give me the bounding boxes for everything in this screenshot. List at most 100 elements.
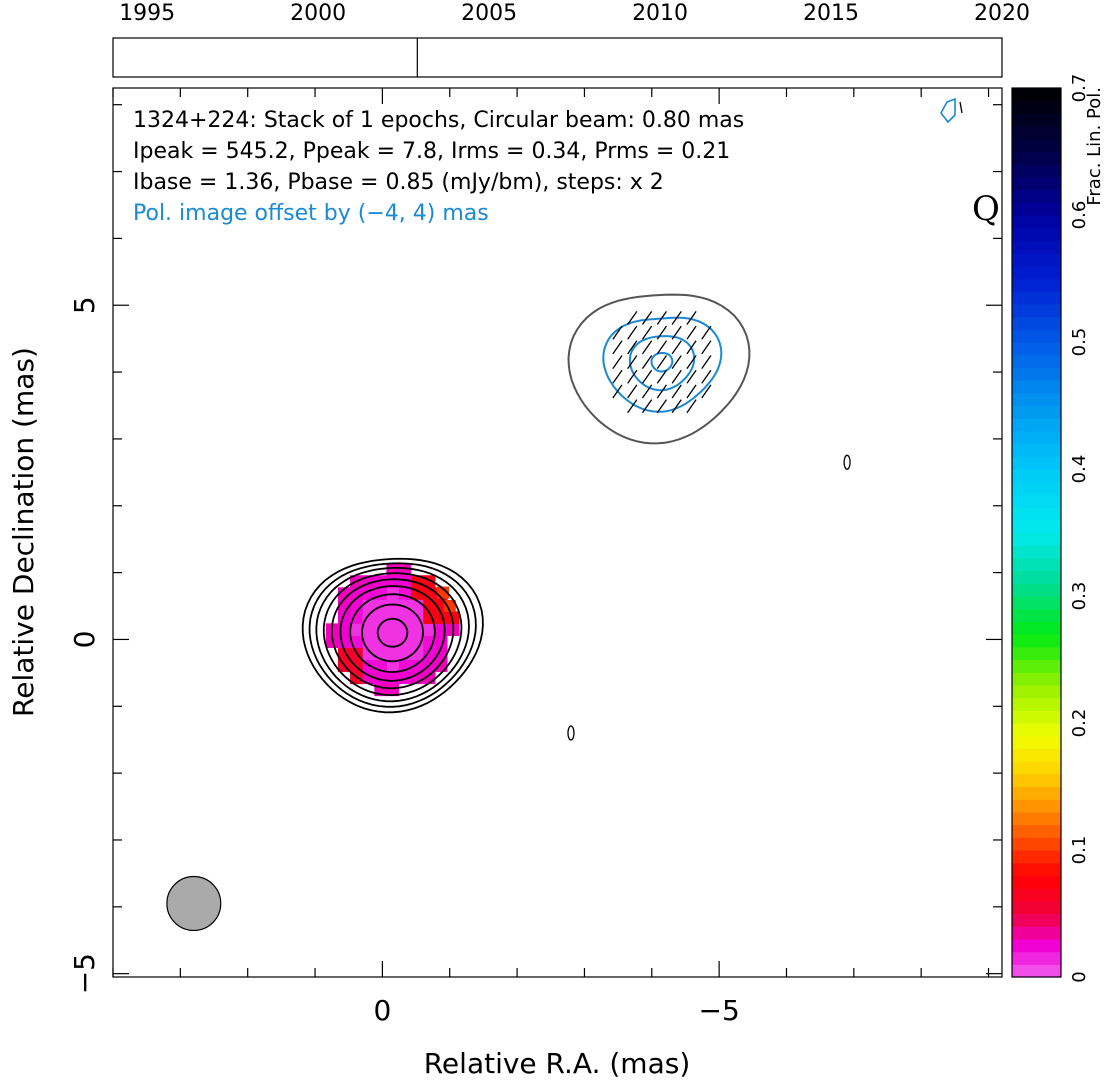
colorbar-step	[1012, 608, 1061, 622]
colorbar-step	[1012, 964, 1061, 978]
evpa-vector	[686, 384, 697, 399]
pol-tick-mark-icon	[959, 101, 963, 114]
colorbar-step	[1012, 481, 1061, 495]
colorbar-tick-label: 0.6	[1069, 201, 1090, 230]
evpa-vector	[612, 355, 623, 369]
colorbar-step	[1012, 837, 1061, 851]
colorbar-step	[1012, 951, 1061, 965]
stokes-i-contour	[301, 557, 484, 714]
stokes-i-contour	[361, 603, 424, 663]
pol-fraction-pixel	[386, 623, 400, 636]
evpa-vector	[656, 311, 668, 325]
colorbar-step	[1012, 316, 1061, 330]
colorbar-step	[1012, 291, 1061, 305]
evpa-vector	[612, 340, 623, 355]
colorbar-step	[1012, 138, 1061, 153]
colorbar: 0 0.1 0.2 0.3 0.4 0.5 0.6 0.7	[1011, 74, 1090, 983]
colorbar-tick-label: 0	[1069, 971, 1090, 982]
colorbar-label: Frac. Lin. Pol.	[1084, 87, 1105, 206]
evpa-vector	[671, 311, 682, 325]
colorbar-step	[1012, 888, 1061, 902]
evpa-vector	[627, 369, 638, 384]
stokes-i-contour	[308, 562, 477, 708]
colorbar-step	[1012, 126, 1061, 140]
epoch-axis: 1995 2000 2005 2010 2015 2020	[112, 1, 1030, 78]
colorbar-step	[1012, 875, 1061, 889]
colorbar-step	[1012, 900, 1061, 915]
colorbar-step	[1012, 811, 1061, 826]
colorbar-step	[1012, 380, 1061, 394]
colorbar-step	[1012, 278, 1061, 292]
polarization-fraction-map	[325, 563, 460, 697]
noise-contour	[567, 725, 575, 741]
colorbar-step	[1012, 88, 1061, 102]
evpa-vector	[627, 355, 638, 369]
y-tick-label: 0	[68, 631, 101, 649]
y-axis-label: Relative Declination (mas)	[7, 347, 40, 717]
evpa-vector	[612, 384, 623, 399]
colorbar-tick-label: 0.5	[1069, 328, 1090, 357]
evpa-vector	[641, 340, 653, 355]
pol-fraction-pixel	[434, 623, 448, 636]
colorbar-step	[1012, 253, 1061, 267]
colorbar-step	[1012, 151, 1061, 165]
colorbar-tick-label: 0.2	[1069, 709, 1090, 738]
stokes-i-contour	[349, 593, 436, 673]
pol-fraction-pixel	[398, 671, 412, 685]
pol-contour	[650, 352, 674, 373]
colorbar-step	[1012, 443, 1061, 457]
pol-fraction-pixel	[386, 599, 400, 612]
evpa-vector	[612, 369, 623, 384]
title-line-3: Ibase = 1.36, Pbase = 0.85 (mJy/bm), ste…	[133, 170, 664, 195]
x-tick-label: −5	[698, 994, 739, 1027]
epoch-tick-label: 2020	[974, 1, 1030, 26]
colorbar-frame	[1011, 87, 1062, 978]
main-plot: 0 −5 5 0 −5	[68, 87, 1003, 1027]
pol-fraction-pixel	[386, 659, 400, 673]
evpa-vector	[686, 355, 697, 369]
pol-fraction-pixel	[443, 599, 456, 613]
evpa-vector	[656, 340, 668, 355]
y-tick-label: −5	[68, 953, 101, 994]
stokes-i-contour	[339, 585, 446, 682]
colorbar-step	[1012, 342, 1061, 356]
colorbar-step	[1012, 799, 1061, 813]
pol-contour	[602, 316, 723, 413]
epoch-strip-frame	[112, 37, 1003, 78]
stokes-i-outer-contour	[567, 293, 751, 445]
colorbar-step	[1012, 240, 1061, 254]
evpa-vector	[686, 369, 697, 384]
axis-ticks: 0 −5 5 0 −5	[68, 88, 1002, 1027]
epoch-tick-label: 2000	[290, 1, 346, 26]
pol-fraction-pixel	[386, 611, 400, 624]
evpa-vector	[641, 355, 653, 369]
colorbar-step	[1012, 926, 1061, 940]
pol-fraction-pixel	[362, 647, 375, 661]
colorbar-step	[1012, 710, 1061, 724]
evpa-vector	[627, 399, 638, 414]
pol-fraction-pixel	[398, 611, 412, 624]
pol-fraction-pixel	[386, 683, 400, 697]
offset-note: Pol. image offset by (−4, 4) mas	[133, 201, 489, 226]
colorbar-step	[1012, 392, 1061, 407]
evpa-vector	[671, 325, 682, 340]
band-label: Q	[972, 189, 1000, 229]
colorbar-tick-label: 0.7	[1069, 74, 1090, 103]
evpa-vector	[701, 369, 712, 384]
evpa-vector	[627, 340, 638, 355]
pol-fraction-pixel	[386, 671, 400, 685]
evpa-vector	[671, 399, 682, 414]
evpa-vector	[656, 369, 668, 384]
evpa-vector	[686, 325, 697, 340]
colorbar-step	[1012, 672, 1061, 686]
colorbar-step	[1012, 303, 1061, 318]
noise-contour	[843, 454, 851, 470]
colorbar-step	[1012, 265, 1061, 280]
plot-frame	[112, 87, 1003, 978]
colorbar-step	[1012, 938, 1061, 953]
evpa-vector	[641, 384, 653, 399]
pol-fraction-pixel	[350, 611, 363, 624]
pol-fraction-pixel	[374, 611, 387, 624]
colorbar-step	[1012, 367, 1061, 381]
